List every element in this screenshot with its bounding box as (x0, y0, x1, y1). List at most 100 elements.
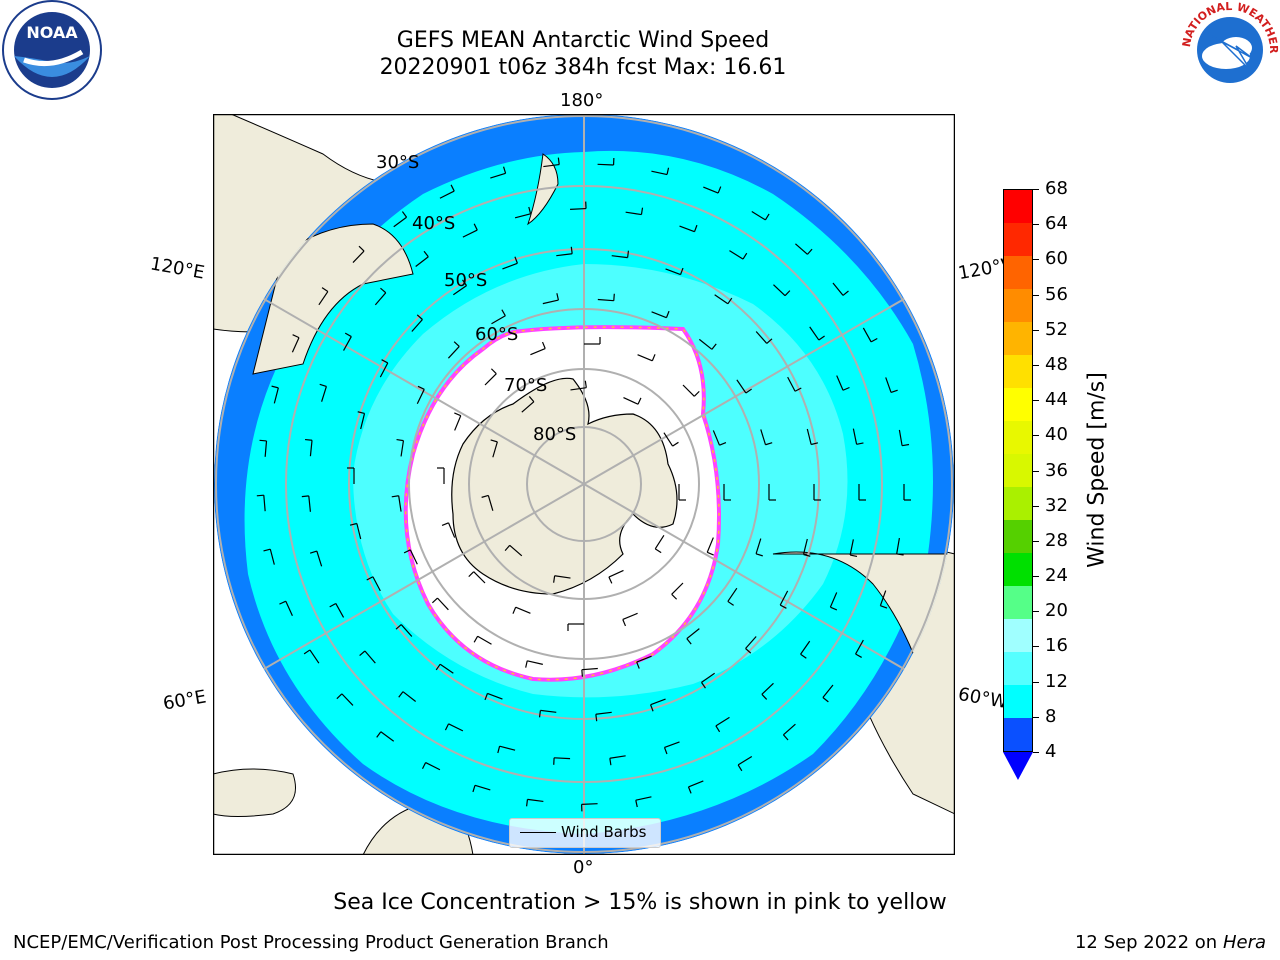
wind-barb (474, 784, 491, 791)
wind-barb-flag (890, 389, 898, 394)
colorbar-bin (1004, 190, 1032, 223)
colorbar-tick-mark (1033, 435, 1039, 437)
wind-barb (703, 186, 719, 194)
wind-barb (773, 284, 786, 297)
colorbar-tick-mark (1033, 189, 1039, 190)
wind-barb-flag (502, 166, 507, 174)
wind-barb (679, 225, 695, 233)
colorbar-bin (1004, 322, 1032, 355)
colorbar-ticks: 68 64 60 56 52 48 44 40 36 32 28 24 20 16 12 8 4 (1033, 178, 1093, 762)
graticule (214, 114, 954, 854)
colorbar-tick-label: 68 (1045, 178, 1068, 199)
wind-barb (285, 600, 293, 617)
wind-barb (625, 211, 642, 216)
wind-barb (682, 384, 695, 397)
colorbar-tick-mark (1033, 681, 1039, 683)
wind-barbs (256, 157, 911, 812)
footer-branch: NCEP/EMC/Verification Post Processing Pr… (13, 932, 609, 953)
wind-barb-flag (766, 338, 773, 344)
wind-barb-flag (870, 337, 878, 343)
wind-barb-flag (727, 600, 734, 606)
wind-barb (623, 397, 639, 405)
colorbar-tick-mark (1033, 329, 1039, 331)
colorbar-bin (1004, 454, 1032, 487)
wind-barb-flag (650, 704, 654, 712)
wind-barb-flag (473, 223, 478, 231)
wind-barb-flag (811, 442, 819, 446)
wind-barb-flag (344, 332, 352, 338)
legend-line-icon (520, 832, 556, 833)
wind-barb-flag (263, 548, 271, 552)
wind-barb (822, 684, 834, 698)
wind-barb (409, 549, 418, 565)
wind-barb-flag (504, 544, 511, 552)
colorbar-tick-label: 24 (1045, 565, 1068, 587)
wind-barb (453, 285, 467, 296)
colorbar-tick-mark (1033, 752, 1039, 753)
wind-barb-flag (818, 335, 825, 341)
legend-label: Wind Barbs (561, 823, 647, 841)
wind-barb (291, 337, 300, 353)
lon-label-60w: 60°W (956, 683, 1010, 714)
wind-barb-flag (541, 341, 546, 349)
wind-barb-flag (259, 439, 267, 442)
wind-barb-flag (706, 551, 714, 556)
colorbar-bin (1004, 652, 1032, 685)
wind-barb-flag (376, 731, 382, 738)
wind-barb (755, 538, 762, 554)
colorbar-tick-label: 52 (1045, 318, 1068, 340)
colorbar-tick-mark (1033, 576, 1039, 578)
wind-barb-flag (794, 387, 802, 392)
wind-barb (570, 387, 587, 391)
wind-barb (686, 628, 700, 640)
colorbar-tick-label: 44 (1045, 389, 1068, 411)
colorbar-bins (1003, 189, 1033, 752)
wind-barb (611, 255, 628, 259)
wind-barb-flag (622, 619, 627, 627)
wind-barb-flag (423, 250, 429, 258)
colorbar (1003, 189, 1033, 780)
wind-barb-flag (472, 785, 476, 793)
colorbar-tick-label: 8 (1045, 705, 1057, 727)
wind-barb (318, 291, 329, 306)
wind-barb (543, 163, 560, 168)
colorbar-tick-label: 56 (1045, 283, 1068, 305)
wind-barb (398, 495, 402, 512)
lat-label-30s: 30°S (376, 152, 420, 173)
wind-barb (360, 413, 366, 430)
wind-barb (477, 635, 492, 645)
wind-barb-flag (901, 443, 910, 447)
wind-barb-flag (830, 606, 838, 611)
wind-barb (635, 796, 652, 801)
wind-barb-flag (431, 597, 438, 604)
wind-barb-flag (666, 167, 670, 175)
wind-barb-flag (671, 593, 678, 600)
wind-barb (484, 373, 497, 386)
wind-barb-flag (538, 710, 541, 718)
wind-barb-flag (497, 746, 501, 754)
wind-barb-flag (462, 279, 468, 286)
wind-barb-flag (514, 256, 518, 264)
colorbar-tick-label: 60 (1045, 248, 1068, 270)
wind-barb (737, 755, 753, 766)
wind-barb-flag (636, 661, 640, 669)
colorbar-bin (1004, 256, 1032, 289)
wind-barb-flag (651, 354, 656, 362)
wind-barb-flag (584, 380, 587, 388)
wind-barb (473, 571, 486, 584)
wind-barb-flag (391, 495, 399, 498)
wind-barb (372, 576, 381, 592)
wind-barb (650, 698, 666, 706)
wind-barb-flag (271, 385, 279, 389)
wind-barb (309, 649, 320, 664)
wind-barb-flag (782, 734, 789, 741)
wind-barb (714, 294, 729, 305)
wind-barb-flag (627, 250, 630, 258)
footer-host: Hera (1222, 932, 1266, 953)
wind-barb-flag (528, 206, 532, 214)
wind-barb (698, 338, 713, 350)
wind-barb (712, 430, 721, 446)
wind-barb (540, 709, 557, 713)
colorbar-bin (1004, 289, 1032, 322)
wind-barb (727, 587, 738, 602)
